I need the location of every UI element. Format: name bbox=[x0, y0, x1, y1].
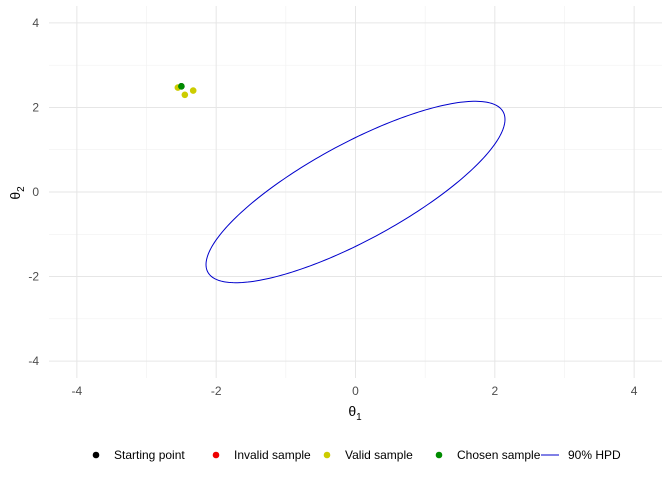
x-axis-ticks: -4 -2 0 2 4 bbox=[72, 384, 638, 398]
legend-label: Starting point bbox=[114, 448, 185, 462]
legend-item: Invalid sample bbox=[212, 448, 311, 462]
x-tick-label: 0 bbox=[352, 384, 359, 398]
x-tick-label: -2 bbox=[211, 384, 222, 398]
legend-key-point bbox=[212, 451, 220, 459]
x-axis-title: θ1 bbox=[348, 403, 362, 423]
legend: Starting point Invalid sample Valid sample… bbox=[92, 448, 621, 462]
legend-key-point bbox=[323, 451, 331, 459]
hpd-layer bbox=[205, 100, 506, 284]
x-tick-label: -4 bbox=[72, 384, 83, 398]
legend-key-point bbox=[435, 451, 443, 459]
legend-label: 90% HPD bbox=[568, 448, 621, 462]
y-tick-label: 0 bbox=[32, 185, 39, 199]
legend-item: Valid sample bbox=[323, 448, 413, 462]
hpd-contour bbox=[205, 100, 506, 284]
legend-label: Invalid sample bbox=[234, 448, 311, 462]
valid-sample-point bbox=[189, 87, 197, 94]
legend-item: Starting point bbox=[92, 448, 185, 462]
y-axis-ticks: 4 2 0 -2 -4 bbox=[28, 16, 39, 368]
legend-key-point bbox=[92, 451, 100, 459]
grid bbox=[49, 6, 662, 378]
chosen-sample-point bbox=[178, 83, 185, 90]
valid-sample-point bbox=[181, 91, 189, 99]
x-tick-label: 2 bbox=[491, 384, 498, 398]
legend-item: Chosen sample bbox=[435, 448, 541, 462]
points-layer bbox=[174, 83, 197, 99]
legend-item: 90% HPD bbox=[541, 448, 621, 462]
y-tick-label: -2 bbox=[28, 270, 39, 284]
legend-label: Valid sample bbox=[345, 448, 413, 462]
legend-label: Chosen sample bbox=[457, 448, 541, 462]
y-tick-label: -4 bbox=[28, 354, 39, 368]
y-axis-title: θ2 bbox=[7, 186, 27, 200]
x-tick-label: 4 bbox=[631, 384, 638, 398]
y-tick-label: 4 bbox=[32, 16, 39, 30]
y-tick-label: 2 bbox=[32, 100, 39, 114]
